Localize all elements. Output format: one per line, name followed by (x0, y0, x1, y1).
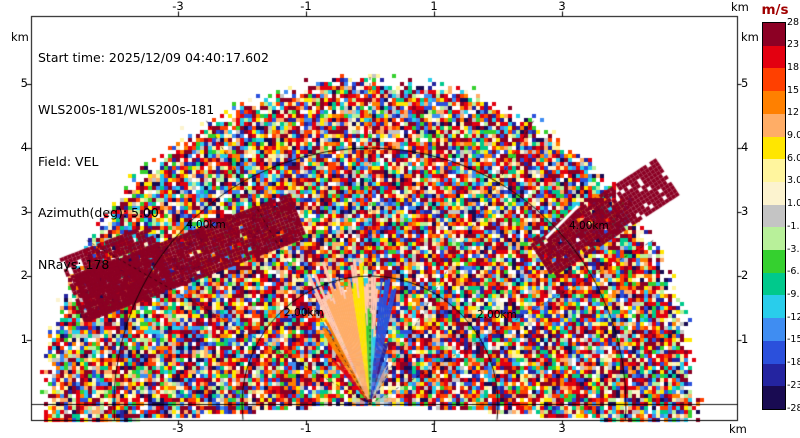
x-tick-label-bottom: 3 (558, 421, 566, 435)
colorbar-title: m/s (761, 2, 789, 18)
y-tick-label-right: 2 (741, 268, 749, 282)
colorbar-segment (763, 340, 785, 364)
x-tick-label-bottom: 1 (430, 421, 438, 435)
x-tick-label-top: 3 (558, 0, 566, 13)
colorbar-segment (763, 45, 785, 69)
colorbar-tick-label: -18.0 (787, 357, 800, 369)
colorbar-segment (763, 136, 785, 160)
scan-info: Start time: 2025/12/09 04:40:17.602 WLS2… (38, 15, 269, 307)
colorbar-tick-label: -28.0 (787, 402, 800, 414)
x-tick-label-bottom: -3 (172, 421, 184, 435)
start-time-text: Start time: 2025/12/09 04:40:17.602 (38, 50, 269, 66)
colorbar-tick-label: -12.0 (787, 311, 800, 323)
colorbar-tick-label: 23.0 (787, 39, 800, 51)
colorbar-tick-label: 9.0 (787, 130, 800, 142)
colorbar-tick-label: 6.0 (787, 152, 800, 164)
y-axis-unit-left: km (11, 30, 29, 44)
x-axis-unit-bottom: km (729, 422, 747, 436)
colorbar-tick-label: -6.0 (787, 266, 800, 278)
x-axis-unit-top: km (731, 0, 749, 14)
x-tick-label-top: -1 (300, 0, 312, 13)
colorbar-segment (763, 23, 785, 46)
range-ring-label: 2.00km (477, 309, 517, 321)
y-axis-unit-right: km (741, 30, 759, 44)
field-text: Field: VEL (38, 153, 99, 169)
azimuth-text: Azimuth(deg): 5.00 (38, 205, 159, 221)
y-tick-label-left: 5 (20, 76, 28, 90)
colorbar-segment (763, 159, 785, 182)
colorbar-segment (763, 227, 785, 251)
y-tick-label-right: 3 (741, 204, 749, 218)
colorbar-tick-label: -3.0 (787, 243, 800, 255)
colorbar-segment (763, 386, 785, 409)
colorbar-tick-label: 12.0 (787, 107, 800, 119)
colorbar-segment (763, 250, 785, 273)
colorbar-tick-label: 28.0 (787, 16, 800, 28)
colorbar-segment (763, 295, 785, 319)
colorbar-segment (763, 318, 785, 341)
x-tick-label-bottom: -1 (300, 421, 312, 435)
colorbar-tick-label: -15.0 (787, 334, 800, 346)
range-ring-label: 2.00km (284, 307, 324, 319)
y-tick-label-left: 4 (20, 140, 28, 154)
x-tick-label-top: 1 (430, 0, 438, 13)
range-ring-label: 4.00km (186, 219, 226, 231)
x-tick-label-top: -3 (172, 0, 184, 13)
colorbar-tick-label: 18.0 (787, 61, 800, 73)
colorbar-segment (763, 68, 785, 92)
colorbar-segment (763, 363, 785, 387)
y-tick-label-left: 1 (20, 332, 28, 346)
colorbar-segment (763, 181, 785, 205)
instrument-text: WLS200s-181/WLS200s-181 (38, 102, 215, 118)
y-tick-label-left: 2 (20, 268, 28, 282)
colorbar-tick-label: -1.0 (787, 220, 800, 232)
colorbar-tick-label: -9.0 (787, 288, 800, 300)
y-tick-label-right: 1 (741, 332, 749, 346)
colorbar-segment (763, 91, 785, 114)
colorbar-segment (763, 272, 785, 296)
colorbar-segment (763, 204, 785, 228)
colorbar-tick-label: 15.0 (787, 84, 800, 96)
colorbar-tick-label: -23.0 (787, 379, 800, 391)
nrays-text: NRays: 178 (38, 256, 110, 272)
colorbar-tick-label: 1.0 (787, 198, 800, 210)
colorbar (762, 22, 786, 410)
colorbar-segment (763, 113, 785, 137)
y-tick-label-left: 3 (20, 204, 28, 218)
y-tick-label-right: 4 (741, 140, 749, 154)
colorbar-tick-label: 3.0 (787, 175, 800, 187)
range-ring-label: 4.00km (569, 220, 609, 232)
y-tick-label-right: 5 (741, 76, 749, 90)
